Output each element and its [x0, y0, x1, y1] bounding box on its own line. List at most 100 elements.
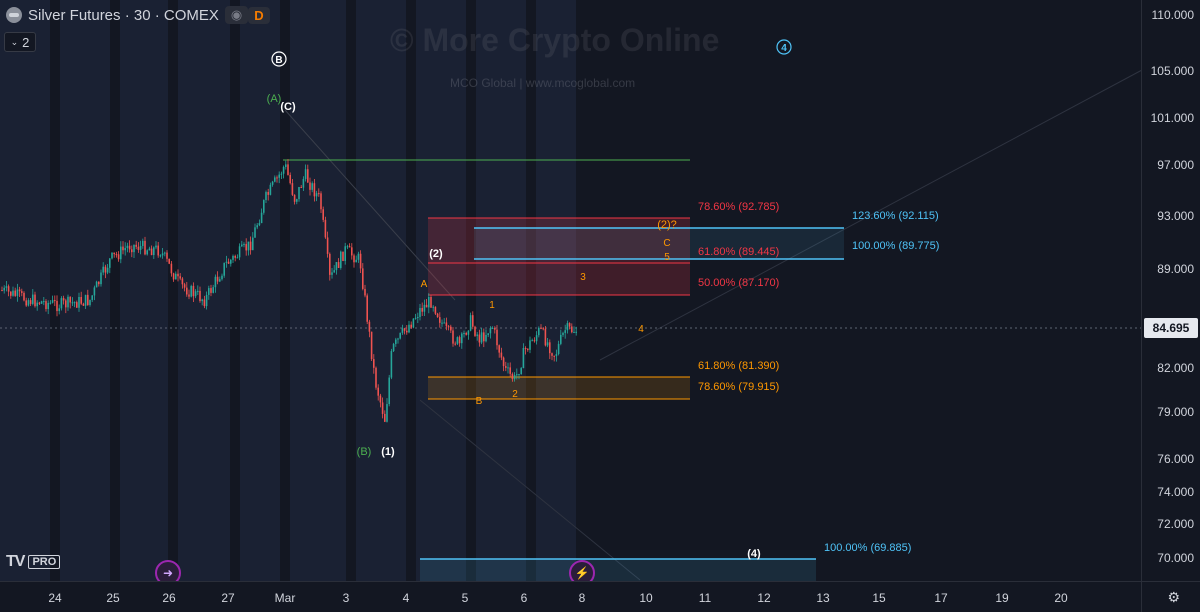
- fib-label-red-786: 78.60% (92.785): [698, 201, 779, 213]
- candle-body: [546, 342, 549, 346]
- candle-body: [219, 279, 221, 282]
- candle-body: [71, 302, 74, 304]
- candle-body: [170, 263, 173, 274]
- candle-body: [533, 340, 536, 342]
- time-tick: 10: [639, 591, 653, 605]
- candle-body: [357, 253, 360, 260]
- symbol-header[interactable]: Silver Futures · 30 · COMEX ◉ D: [6, 6, 270, 24]
- candle-body: [351, 247, 353, 256]
- candle-body: [370, 331, 373, 360]
- candle-body: [128, 245, 131, 250]
- candle-body: [124, 248, 126, 251]
- candle-body: [254, 227, 256, 238]
- time-axis[interactable]: 24 25 26 27 Mar 3 4 5 6 8 10 11 12 13 15…: [0, 581, 1142, 612]
- candle-body: [364, 288, 366, 296]
- candle-body: [276, 177, 278, 179]
- trend-line: [419, 399, 641, 581]
- candle-body: [335, 262, 338, 271]
- candle-body: [513, 375, 516, 380]
- candle-body: [25, 300, 27, 306]
- wave-b-circle: [271, 51, 287, 67]
- candle-body: [315, 193, 318, 197]
- price-tick: 110.000: [1151, 8, 1195, 22]
- candle-body: [549, 342, 551, 354]
- price-tick: 82.000: [1157, 361, 1194, 375]
- candle-body: [544, 328, 547, 346]
- symbol-title: Silver Futures · 30 · COMEX: [28, 6, 219, 24]
- eye-icon[interactable]: ◉: [224, 6, 249, 24]
- candle-body: [287, 164, 289, 175]
- candle-body: [571, 326, 573, 333]
- tradingview-logo[interactable]: TV PRO: [6, 553, 61, 571]
- candle-body: [36, 302, 38, 307]
- candle-body: [509, 367, 511, 374]
- candle-body: [529, 340, 531, 350]
- candle-body: [194, 291, 197, 297]
- time-tick: 13: [816, 591, 830, 605]
- candle-body: [322, 209, 324, 220]
- candle-body: [522, 348, 525, 369]
- settings-corner[interactable]: ⚙: [1141, 581, 1200, 612]
- indicator-count: 2: [22, 34, 30, 50]
- red-fib-box[interactable]: [428, 217, 690, 296]
- gear-icon[interactable]: ⚙: [1167, 589, 1180, 605]
- candle-body: [14, 290, 16, 296]
- chevron-down-icon: ⌄: [10, 36, 19, 47]
- candle-body: [456, 337, 459, 344]
- candle-body: [386, 404, 388, 422]
- wave-label-a-green: (A): [267, 93, 282, 105]
- time-tick: 3: [342, 591, 350, 605]
- candle-body: [483, 332, 485, 342]
- price-tick: 76.000: [1157, 452, 1194, 466]
- price-axis[interactable]: 110.000 105.000 101.000 97.000 93.000 89…: [1141, 0, 1200, 582]
- blue-fib-box[interactable]: [474, 227, 844, 260]
- candle-body: [175, 273, 177, 280]
- orange-fib-box[interactable]: [428, 376, 690, 400]
- candle-body: [487, 333, 489, 335]
- candle-body: [87, 294, 89, 305]
- wave-label-b-orange: B: [476, 396, 483, 407]
- indicators-toggle[interactable]: ⌄ 2: [4, 32, 36, 52]
- candle-body: [181, 278, 184, 285]
- candle-body: [106, 267, 109, 273]
- candle-body: [454, 343, 456, 345]
- candle-body: [102, 266, 104, 273]
- candle-body: [34, 294, 36, 307]
- candle-body: [260, 212, 263, 224]
- candle-body: [445, 322, 448, 327]
- candle-body: [557, 343, 560, 355]
- candle-body: [263, 200, 265, 213]
- candle-body: [560, 334, 562, 344]
- candle-body: [423, 304, 426, 312]
- candle-body: [76, 302, 78, 308]
- candle-body: [21, 291, 23, 293]
- price-tick: 97.000: [1157, 158, 1194, 172]
- candle-body: [89, 299, 91, 305]
- price-tick: 70.000: [1157, 551, 1194, 565]
- candle-body: [164, 252, 166, 254]
- candle-body: [122, 246, 124, 251]
- candle-body: [555, 354, 558, 357]
- candle-body: [390, 351, 393, 378]
- candle-body: [469, 315, 472, 331]
- candle-body: [373, 359, 375, 368]
- fib-label-orange-786: 78.60% (79.915): [698, 381, 779, 393]
- candle-body: [49, 302, 52, 304]
- candle-body: [368, 321, 371, 332]
- candle-body: [166, 252, 168, 259]
- trend-line: [599, 69, 1143, 361]
- candle-body: [324, 219, 327, 238]
- candle-body: [214, 276, 217, 288]
- candle-body: [27, 300, 30, 306]
- candle-body: [7, 286, 10, 292]
- candle-body: [362, 268, 364, 289]
- candle-body: [326, 237, 329, 254]
- candle-body: [186, 287, 188, 295]
- bottom-target-box[interactable]: [420, 558, 816, 582]
- delayed-badge[interactable]: D: [248, 6, 270, 24]
- candle-body: [566, 323, 569, 331]
- candle-body: [478, 334, 481, 343]
- candle-body: [137, 246, 140, 250]
- candle-body: [38, 302, 41, 304]
